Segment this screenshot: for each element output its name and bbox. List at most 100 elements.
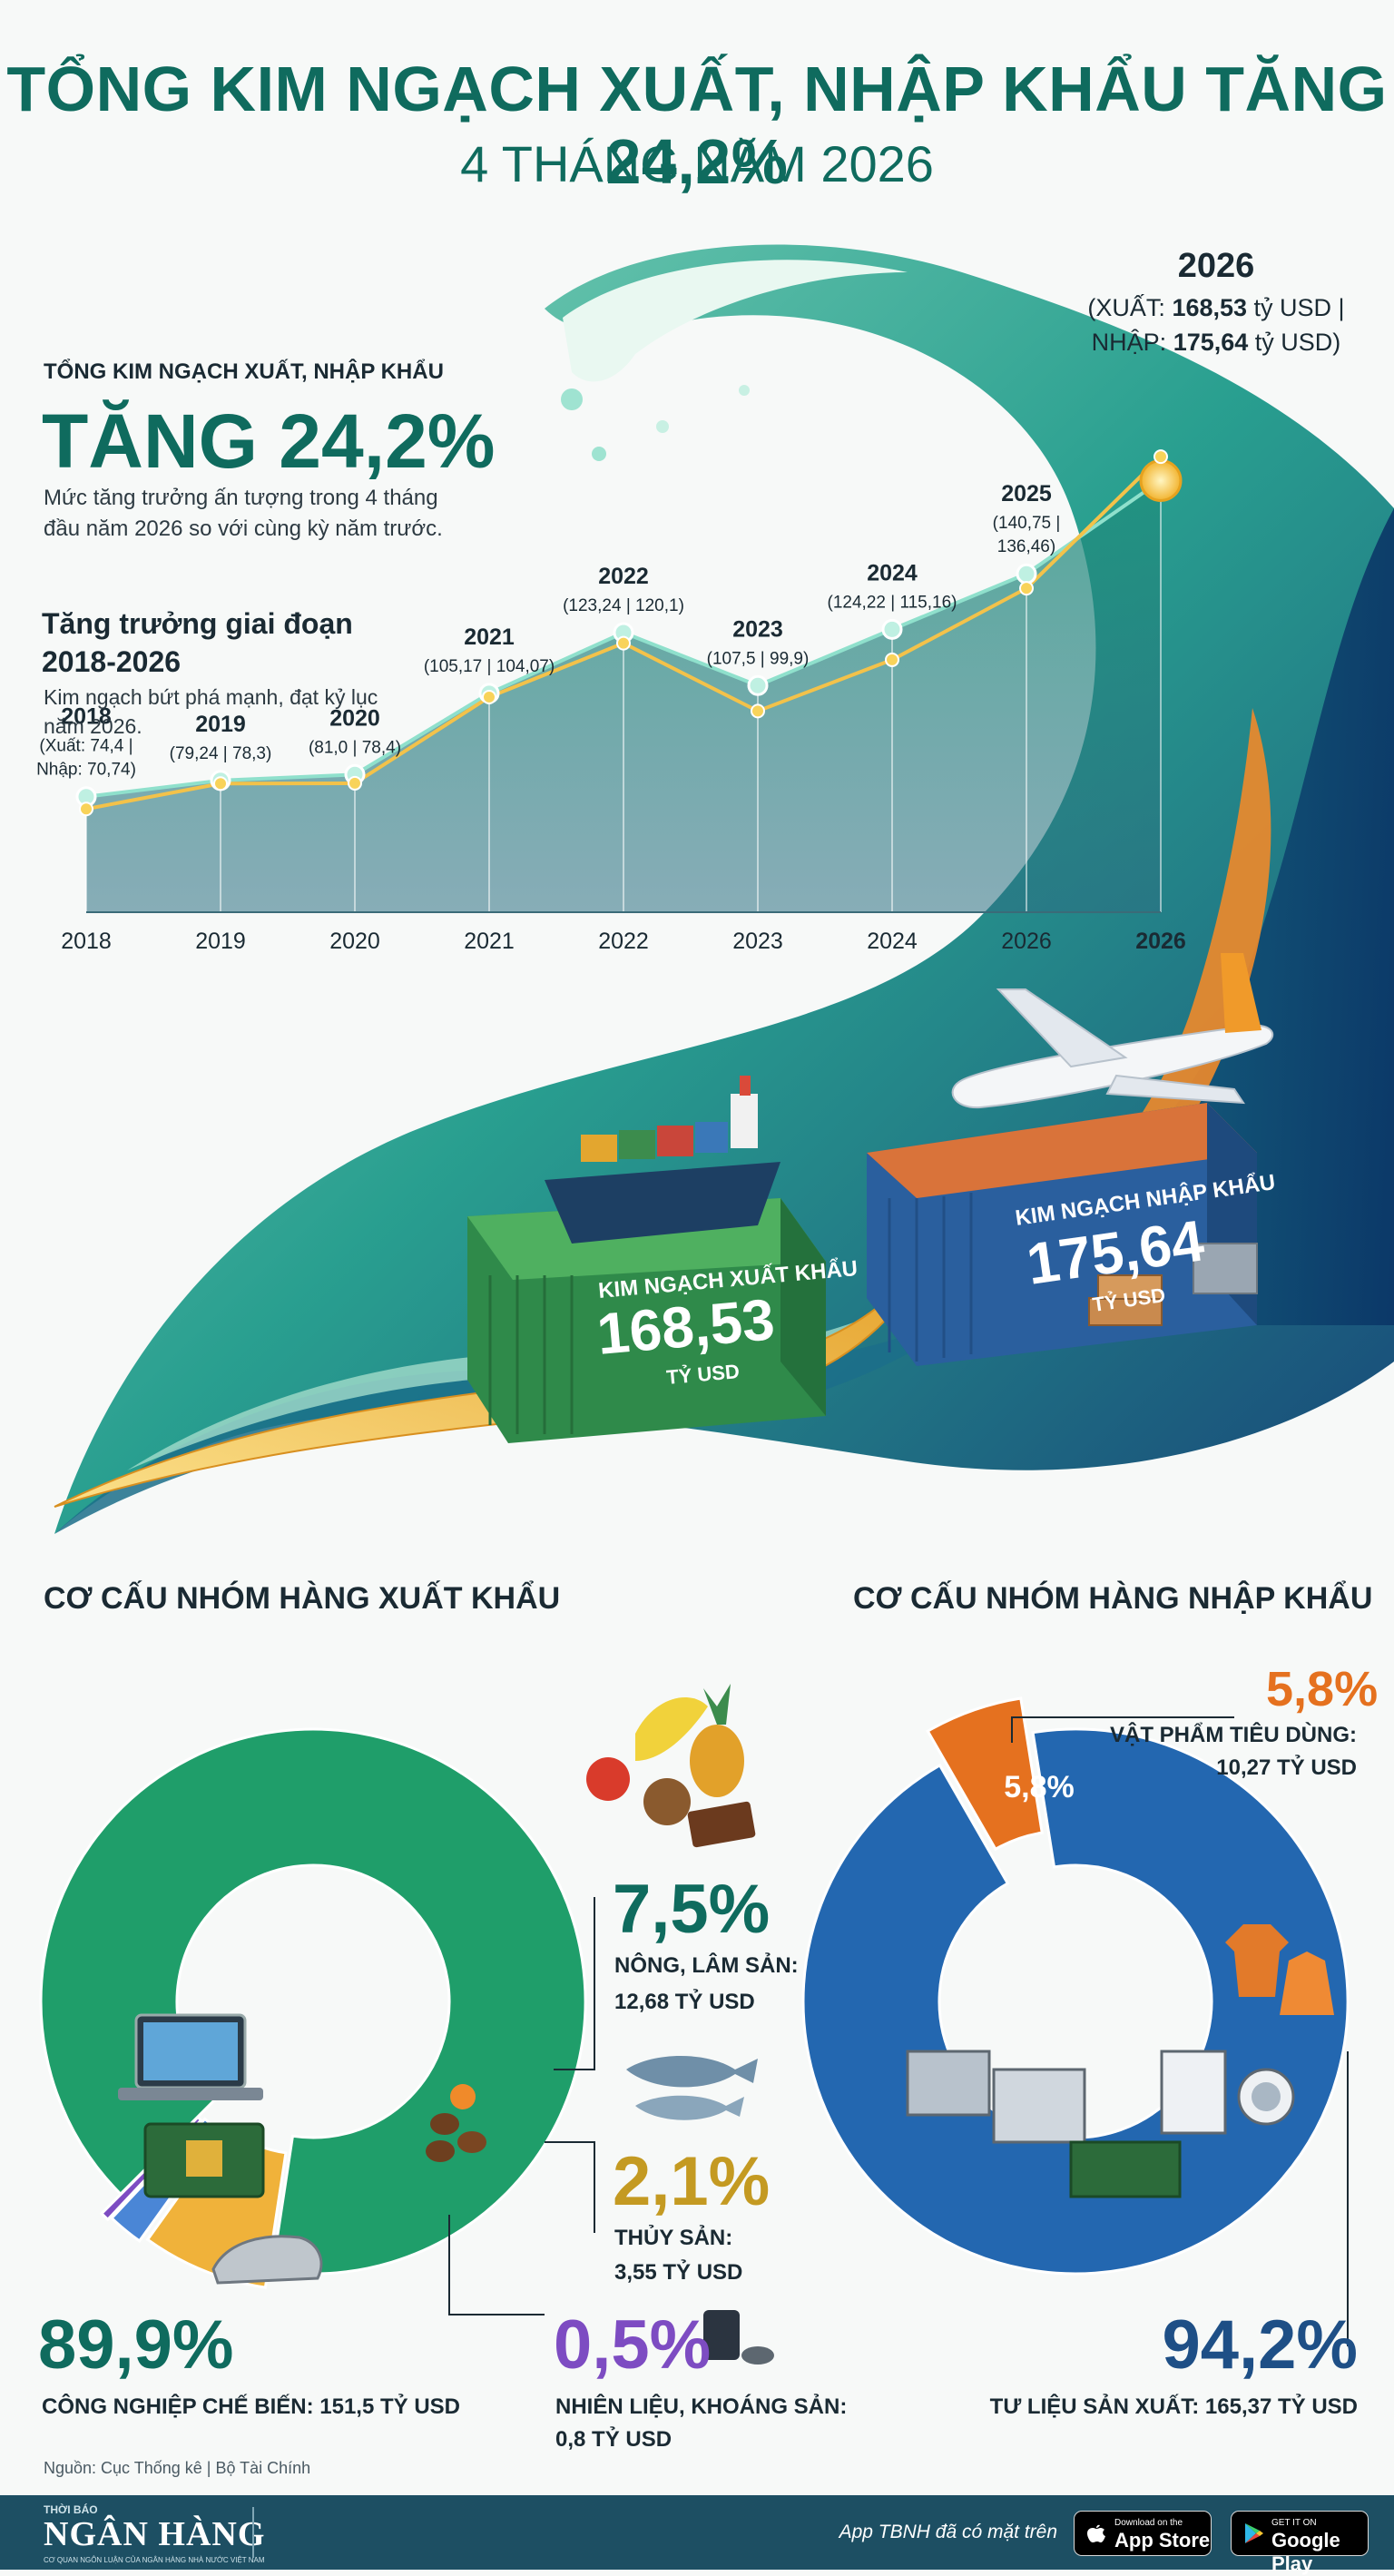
logo[interactable]: NGÂN HÀNG: [44, 2515, 266, 2553]
point-label-year-2021: 2021: [464, 624, 515, 650]
growth-desc: Kim ngạch bứt phá mạnh, đạt kỷ lục năm 2…: [44, 685, 378, 738]
machinery-icon: [906, 2050, 1295, 2198]
series-1-point-2023: [747, 674, 769, 696]
breakdown-donuts: 5,8%: [39, 1684, 1350, 2365]
highlight-line-2: NHẬP: 175,64 tỷ USD): [1092, 328, 1341, 356]
electronics-icon: [118, 2013, 323, 2285]
summary-lead: TỔNG KIM NGẠCH XUẤT, NHẬP KHẨU: [44, 359, 444, 384]
hero-illustration: 2018 2019 2020 2021 2022 2023 2024 2026 2026 2018…: [36, 244, 1394, 1535]
summary-big: TĂNG 24,2%: [42, 398, 496, 484]
point-label-value-2021-0: (105,17 | 104,07): [424, 657, 555, 676]
x-tick-label-8: 2026: [1135, 929, 1186, 954]
point-label-year-2023: 2023: [732, 616, 783, 642]
clothing-icon: [1225, 1924, 1334, 2015]
point-label-value-2024-0: (124,22 | 115,16): [828, 593, 957, 612]
google-play-button[interactable]: GET IT ON Google Play: [1231, 2511, 1369, 2575]
export-agri-pct: 7,5%: [613, 1871, 771, 1948]
point-label-year-2025: 2025: [1001, 481, 1052, 506]
fruits-icon: [586, 1684, 756, 1848]
point-label-value-2019-0: (79,24 | 78,3): [170, 744, 272, 763]
google-play-big: Google Play: [1271, 2529, 1340, 2575]
source-note: Nguồn: Cục Thống kê | Bộ Tài Chính: [44, 2459, 311, 2477]
point-label-value-2025-1: 136,46): [997, 537, 1055, 556]
series-2-point-2023: [751, 703, 765, 719]
logo-top-text: THỜI BÁO: [44, 2503, 98, 2516]
series-2-point-2020: [348, 775, 362, 791]
export-donut-slice-0: [39, 1727, 587, 2276]
x-tick-label-4: 2022: [598, 929, 649, 954]
import-donut-slice-1: [926, 1696, 1044, 1852]
x-tick-label-2: 2020: [329, 929, 380, 954]
series-2-point-2024: [885, 652, 899, 667]
footer-divider: [252, 2507, 254, 2558]
export-container-value: 168,53: [594, 1286, 777, 1367]
app-store-small: Download on the: [1114, 2518, 1183, 2528]
google-play-icon: [1245, 2523, 1263, 2543]
point-label-year-2019: 2019: [195, 712, 246, 737]
point-label-value-2018-1: Nhập: 70,74): [36, 761, 136, 780]
app-promo-text: App TBNH đã có mặt trên: [839, 2522, 1057, 2542]
fuel-barrel-icon: [703, 2310, 774, 2365]
fish-icon: [626, 2056, 758, 2120]
series-1-point-2024: [881, 618, 903, 640]
coffee-beans-icon: [426, 2084, 486, 2162]
export-fish-label-2: 3,55 TỶ USD: [614, 2260, 743, 2285]
app-store-button[interactable]: Download on the App Store: [1074, 2511, 1212, 2556]
point-label-year-2022: 2022: [598, 564, 649, 589]
x-tick-label-5: 2023: [732, 929, 783, 954]
point-label-year-2018: 2018: [61, 704, 112, 730]
import-slice-label: 5,8%: [1004, 1770, 1075, 1804]
series-2-point-2019: [213, 776, 228, 791]
series-1-point-2025: [1016, 563, 1037, 585]
import-main-pct: 94,2%: [1162, 2306, 1359, 2384]
point-label-year-2024: 2024: [867, 560, 918, 585]
leader-lines: [448, 1716, 1349, 2346]
series-2-point-2021: [482, 689, 496, 704]
highlight-line-1: (XUẤT: 168,53 tỷ USD |: [1087, 293, 1344, 321]
series-1-point-2026: [1139, 458, 1183, 502]
export-main-pct: 89,9%: [38, 2306, 234, 2384]
point-label-value-2018-0: (Xuất: 74,4 |: [39, 737, 133, 756]
apple-icon: [1087, 2524, 1105, 2542]
export-agri-label-2: 12,68 TỶ USD: [614, 1990, 755, 2014]
export-donut-chart: [39, 1727, 587, 2289]
point-label-value-2020-0: (81,0 | 78,4): [309, 738, 401, 757]
series-2-point-2026: [1153, 449, 1168, 465]
export-agri-label-1: NÔNG, LÂM SẢN:: [614, 1953, 799, 1978]
trade-line-chart: 2018 2019 2020 2021 2022 2023 2024 2026 2026 2018…: [36, 449, 1186, 954]
growth-title: Tăng trưởng giai đoạn 2018-2026: [42, 607, 353, 678]
x-tick-label-1: 2019: [195, 929, 246, 954]
import-consumer-label-1: VẬT PHẨM TIÊU DÙNG:: [1110, 1723, 1357, 1747]
x-tick-label-6: 2024: [867, 929, 918, 954]
import-consumer-pct: 5,8%: [1266, 1662, 1379, 1716]
import-consumer-label-2: 10,27 TỶ USD: [1216, 1755, 1357, 1780]
highlight-year: 2026: [1178, 247, 1255, 285]
google-play-small: GET IT ON: [1271, 2518, 1317, 2528]
import-breakdown-title: CƠ CẤU NHÓM HÀNG NHẬP KHẨU: [853, 1581, 1373, 1616]
point-label-value-2022-0: (123,24 | 120,1): [563, 596, 684, 615]
series-2-point-2022: [616, 635, 631, 651]
import-container: [867, 953, 1274, 1366]
x-tick-label-7: 2026: [1001, 929, 1052, 954]
import-main-label: TƯ LIỆU SẢN XUẤT: 165,37 TỶ USD: [989, 2394, 1358, 2419]
export-breakdown-title: CƠ CẤU NHÓM HÀNG XUẤT KHẨU: [44, 1581, 561, 1616]
page-subtitle: 4 THÁNG NĂM 2026: [460, 135, 934, 192]
export-container: [467, 1076, 826, 1443]
x-tick-label-0: 2018: [61, 929, 112, 954]
series-2-point-2018: [79, 801, 93, 817]
page-title: TỔNG KIM NGẠCH XUẤT, NHẬP KHẨU TĂNG 24,2…: [6, 54, 1388, 197]
export-fish-pct: 2,1%: [613, 2143, 771, 2220]
point-label-value-2025-0: (140,75 |: [993, 514, 1061, 533]
export-fuel-label-2: 0,8 TỶ USD: [555, 2427, 672, 2452]
point-label-value-2023-0: (107,5 | 99,9): [707, 649, 810, 668]
export-main-label: CÔNG NGHIỆP CHẾ BIẾN: 151,5 TỶ USD: [42, 2394, 460, 2419]
point-label-year-2020: 2020: [329, 705, 380, 731]
series-2-point-2025: [1019, 581, 1034, 596]
export-fuel-label-1: NHIÊN LIỆU, KHOÁNG SẢN:: [555, 2394, 848, 2419]
export-fuel-pct: 0,5%: [554, 2306, 712, 2384]
export-fish-label-1: THỦY SẢN:: [614, 2226, 733, 2250]
summary-desc: Mức tăng trưởng ấn tượng trong 4 tháng đ…: [44, 486, 443, 541]
logo-subtitle: CƠ QUAN NGÔN LUẬN CỦA NGÂN HÀNG NHÀ NƯỚC…: [44, 2556, 265, 2564]
app-store-big: App Store: [1114, 2529, 1211, 2551]
x-tick-label-3: 2021: [464, 929, 515, 954]
